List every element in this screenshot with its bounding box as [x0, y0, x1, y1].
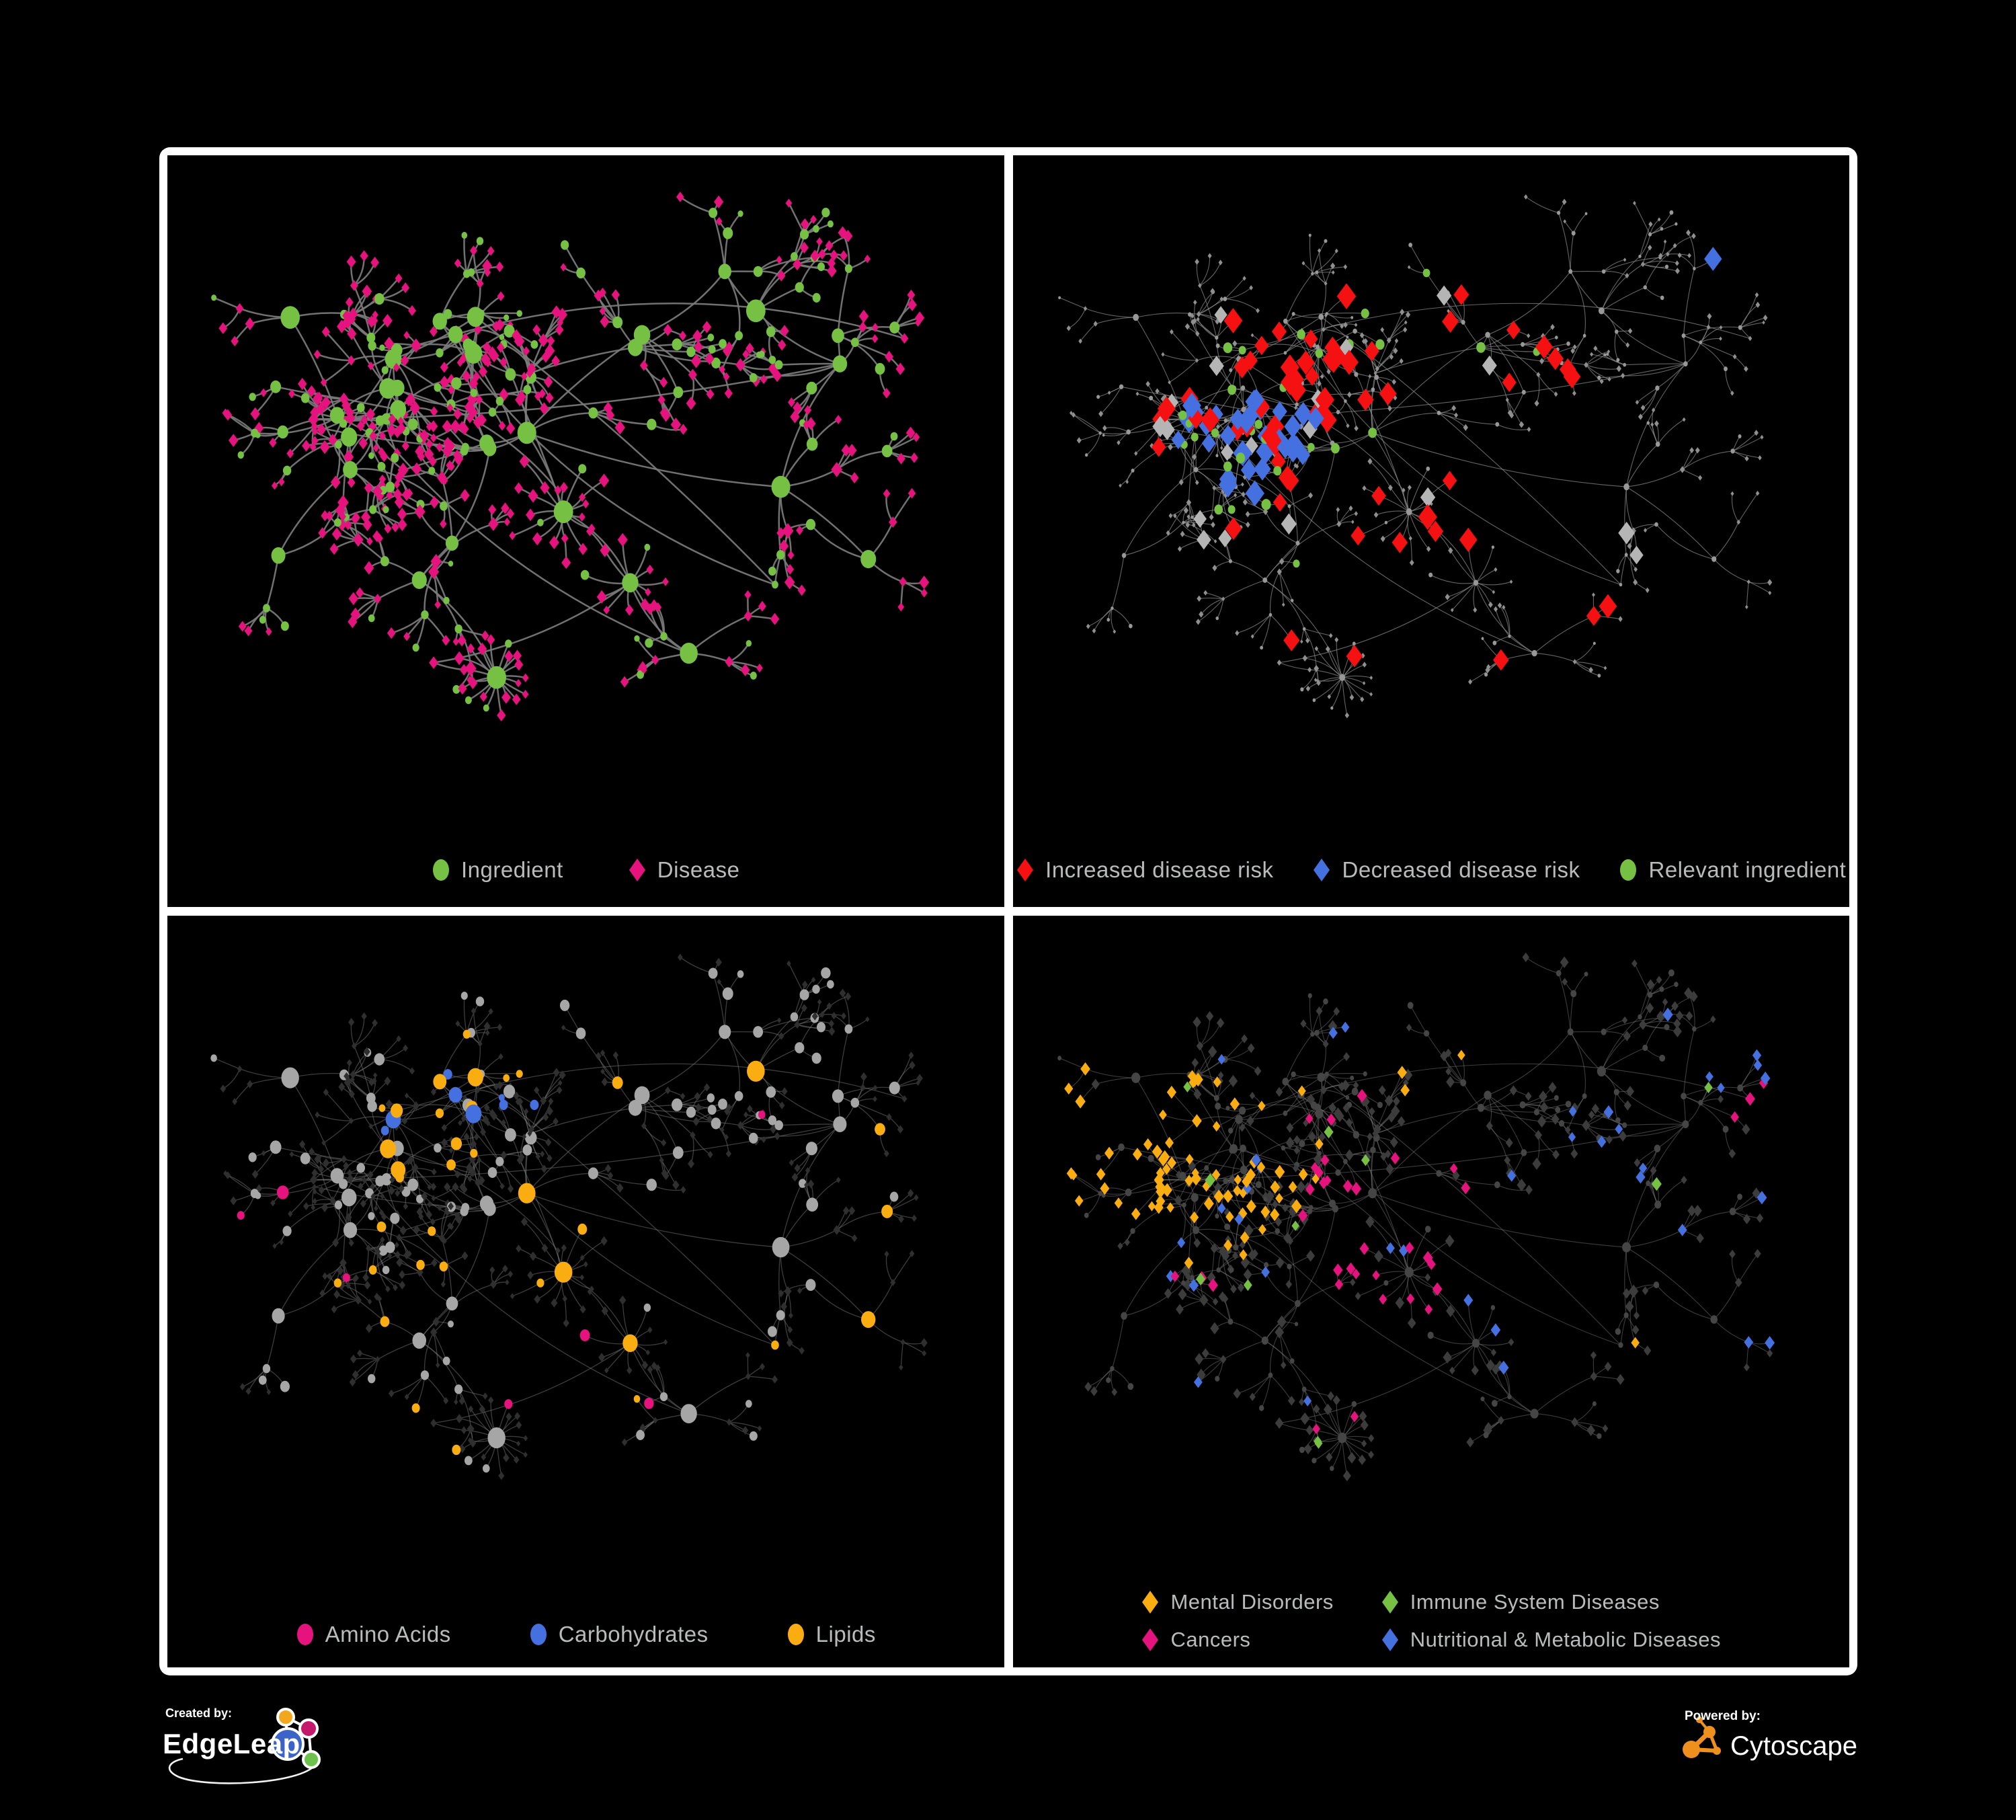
carbohydrates-marker-icon	[530, 1624, 547, 1645]
edgeleap-wordmark: EdgeLeap	[163, 1728, 300, 1759]
panel-grid: Ingredient Disease Increased disease risk…	[167, 155, 1849, 1667]
mental-disorders-marker-icon	[1142, 1591, 1159, 1614]
lipids-marker-icon	[787, 1624, 804, 1645]
legend-label: Amino Acids	[325, 1622, 451, 1647]
cytoscape-logo: Powered by: Cytoscape	[1679, 1710, 1867, 1767]
legend-label: Decreased disease risk	[1342, 857, 1580, 882]
cancers-marker-icon	[1142, 1628, 1159, 1651]
created-by-label: Created by:	[165, 1706, 232, 1720]
relevant-ingredient-marker-icon	[1620, 859, 1637, 881]
legend-nutrient-classes: Amino Acids Carbohydrates Lipids	[167, 1622, 1004, 1647]
network-graph-disease-risk	[1057, 194, 1772, 719]
legend-item-increased-disease-risk: Increased disease risk	[1016, 857, 1273, 883]
legend-disease-risk: Increased disease risk Decreased disease …	[1013, 857, 1850, 883]
legend-item-cancers: Cancers	[1141, 1627, 1333, 1653]
legend-label: Mental Disorders	[1170, 1590, 1334, 1614]
edgeleap-network-icon	[271, 1708, 321, 1769]
legend-label: Carbohydrates	[558, 1622, 709, 1647]
edgeleap-swoosh	[168, 1757, 317, 1784]
legend-item-nutritional-metabolic-diseases: Nutritional & Metabolic Diseases	[1381, 1627, 1721, 1653]
disease-marker-icon	[629, 859, 645, 881]
network-graph-ingredient-disease	[211, 192, 930, 721]
increased-disease-risk-marker-icon	[1017, 859, 1034, 881]
legend-item-disease: Disease	[628, 857, 740, 883]
legend-item-lipids: Lipids	[787, 1622, 876, 1647]
nutritional-metabolic-diseases-marker-icon	[1381, 1628, 1398, 1651]
legend-item-mental-disorders: Mental Disorders	[1141, 1589, 1333, 1615]
legend-item-amino-acids: Amino Acids	[296, 1622, 451, 1647]
powered-by-label: Powered by:	[1685, 1710, 1761, 1723]
panel-disease-risk: Increased disease risk Decreased disease …	[1012, 155, 1850, 907]
panel-ingredient-disease: Ingredient Disease	[167, 155, 1004, 907]
legend-item-carbohydrates: Carbohydrates	[529, 1622, 709, 1647]
edgeleap-logo-graphic: Created by: EdgeLeap	[163, 1706, 321, 1784]
legend-item-immune-system-diseases: Immune System Diseases	[1381, 1589, 1721, 1615]
cytoscape-logo-graphic: Powered by: Cytoscape	[1683, 1710, 1857, 1761]
edgeleap-logo: Created by: EdgeLeap	[160, 1702, 348, 1793]
decreased-disease-risk-marker-icon	[1314, 859, 1330, 881]
legend-label: Relevant ingredient	[1648, 857, 1847, 882]
ingredient-marker-icon	[432, 859, 449, 881]
figure-frame: Ingredient Disease Increased disease risk…	[159, 147, 1857, 1675]
legend-disease-categories: Mental Disorders Immune System Diseases Ca…	[1013, 1589, 1850, 1653]
cytoscape-wordmark: Cytoscape	[1730, 1731, 1857, 1761]
amino-acids-marker-icon	[296, 1624, 313, 1645]
panel-nutrient-classes: Amino Acids Carbohydrates Lipids	[167, 916, 1004, 1667]
legend-label: Lipids	[815, 1622, 876, 1647]
legend-item-ingredient: Ingredient	[432, 857, 563, 883]
legend-label: Disease	[657, 857, 740, 882]
legend-label: Increased disease risk	[1045, 857, 1274, 882]
legend-label: Ingredient	[460, 857, 563, 882]
legend-label: Cancers	[1170, 1628, 1251, 1651]
panel-disease-categories: Mental Disorders Immune System Diseases Ca…	[1012, 916, 1850, 1667]
legend-label: Nutritional & Metabolic Diseases	[1410, 1628, 1722, 1651]
network-graph-disease-categories	[1057, 952, 1775, 1482]
immune-system-diseases-marker-icon	[1381, 1591, 1398, 1614]
legend-item-decreased-disease-risk: Decreased disease risk	[1312, 857, 1580, 883]
network-graph-nutrient-classes	[210, 953, 928, 1480]
legend-label: Immune System Diseases	[1410, 1590, 1660, 1614]
legend-ingredient-disease: Ingredient Disease	[167, 857, 1004, 883]
cytoscape-network-icon	[1683, 1716, 1721, 1758]
legend-item-relevant-ingredient: Relevant ingredient	[1619, 857, 1846, 883]
